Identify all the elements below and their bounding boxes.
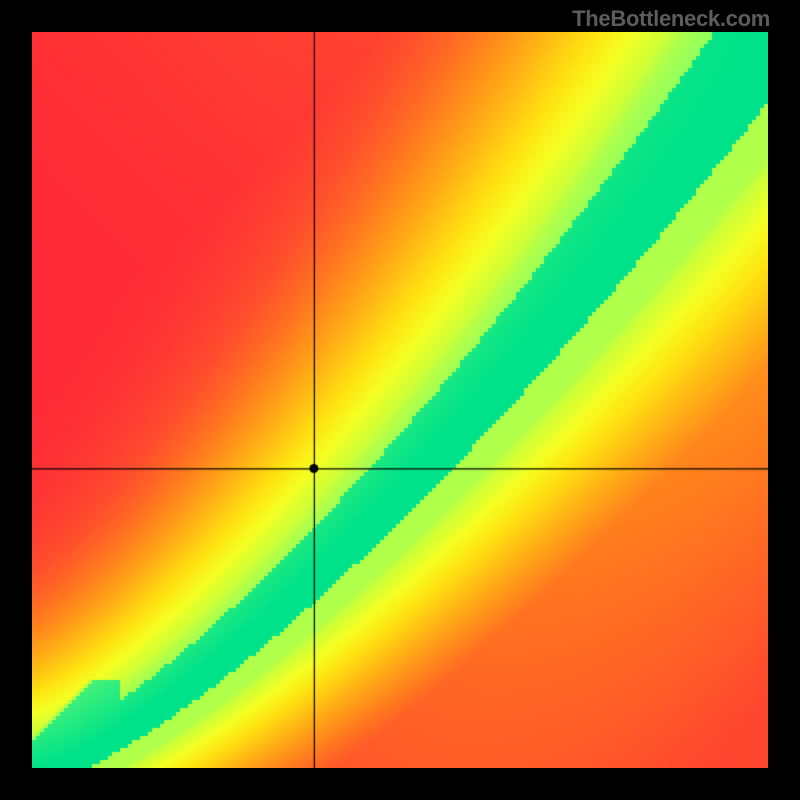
chart-container: TheBottleneck.com xyxy=(0,0,800,800)
watermark-text: TheBottleneck.com xyxy=(572,6,770,32)
heatmap-canvas xyxy=(32,32,768,768)
